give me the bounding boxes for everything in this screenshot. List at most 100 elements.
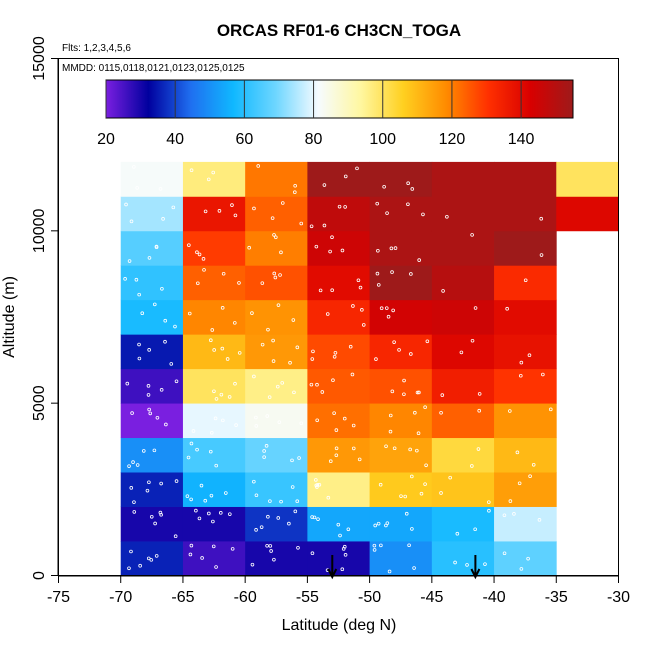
- heatmap-cell: [307, 437, 371, 473]
- sample-point: [473, 306, 478, 310]
- sample-point: [212, 348, 216, 352]
- sample-point: [275, 384, 280, 389]
- sample-point: [254, 493, 259, 498]
- sample-point: [131, 460, 135, 464]
- sample-point: [202, 268, 206, 272]
- sample-point: [425, 339, 430, 344]
- x-axis-title: Latitude (deg N): [282, 617, 397, 634]
- sample-point: [173, 324, 177, 329]
- sample-point: [378, 482, 383, 487]
- sample-point: [147, 256, 152, 260]
- heatmap-cell: [245, 196, 308, 232]
- sample-point: [292, 390, 296, 395]
- sample-point: [211, 170, 216, 175]
- sample-point: [270, 216, 275, 220]
- heatmap-cell: [120, 161, 184, 197]
- sample-point: [336, 522, 341, 527]
- sample-point: [214, 463, 219, 468]
- sample-point: [356, 278, 361, 283]
- sample-point: [147, 348, 151, 352]
- sample-point: [385, 521, 390, 525]
- sample-point: [473, 527, 477, 532]
- sample-point: [320, 390, 325, 394]
- heatmap-cell: [494, 196, 557, 232]
- sample-point: [502, 513, 507, 518]
- sample-point: [247, 245, 251, 250]
- sample-point: [470, 233, 474, 237]
- x-tick-label: -75: [47, 589, 70, 606]
- sample-point: [404, 511, 409, 516]
- sample-point: [325, 312, 330, 316]
- sample-point: [483, 562, 487, 566]
- sample-point: [140, 311, 145, 316]
- heatmap-cell: [369, 368, 433, 404]
- sample-point: [211, 544, 216, 549]
- sample-point: [517, 481, 522, 486]
- sample-point: [293, 509, 298, 514]
- colorbar-tick-label: 80: [305, 131, 323, 148]
- sample-point: [415, 390, 420, 395]
- sample-point: [445, 214, 449, 219]
- sample-point: [311, 349, 315, 354]
- heatmap-cell: [369, 265, 433, 301]
- sample-point: [407, 543, 411, 548]
- sample-point: [539, 253, 544, 257]
- sample-point: [332, 354, 337, 359]
- sample-point: [259, 525, 264, 529]
- sample-point: [314, 244, 319, 249]
- sample-point: [379, 543, 383, 548]
- sample-point: [440, 393, 445, 397]
- sample-point: [123, 277, 127, 281]
- heatmap-cell: [494, 541, 557, 576]
- sample-point: [160, 287, 164, 291]
- sample-point: [274, 235, 278, 240]
- sample-point: [228, 512, 232, 516]
- sample-point: [410, 474, 414, 479]
- sample-point: [293, 190, 297, 195]
- heatmap-cell: [369, 299, 433, 335]
- flight-arrow: [470, 555, 481, 580]
- heatmap-cell: [182, 299, 246, 335]
- sample-point: [230, 547, 235, 551]
- sample-point: [406, 181, 410, 186]
- sample-point: [408, 447, 412, 452]
- colorbar: 20 40 60 80 100 120 140: [97, 79, 574, 148]
- sample-point: [423, 405, 427, 410]
- sample-point: [424, 463, 428, 468]
- heatmap-cell: [245, 472, 308, 507]
- sample-point: [145, 488, 150, 493]
- sample-point: [129, 486, 134, 490]
- sample-point: [227, 395, 232, 399]
- sample-point: [448, 475, 452, 480]
- sample-point: [272, 271, 277, 276]
- sample-point: [221, 418, 225, 423]
- sample-point: [415, 448, 419, 453]
- sample-point: [390, 270, 394, 274]
- sample-point: [413, 410, 417, 415]
- sample-point: [141, 449, 146, 453]
- sample-point: [254, 528, 258, 532]
- sample-point: [209, 493, 214, 498]
- sample-point: [393, 246, 398, 250]
- sample-point: [194, 508, 198, 513]
- sample-point: [340, 248, 345, 253]
- sample-point: [322, 223, 327, 228]
- sample-point: [409, 352, 413, 356]
- heatmap-cell: [369, 541, 433, 576]
- sample-point: [399, 494, 403, 498]
- sample-point: [310, 551, 315, 556]
- sample-point: [315, 485, 319, 489]
- sample-point: [264, 444, 269, 448]
- heatmap-cell: [120, 230, 184, 266]
- heatmap-cell: [369, 196, 433, 232]
- heatmap-cell: [494, 368, 557, 404]
- sample-point: [225, 357, 230, 361]
- heatmap-cell: [431, 541, 495, 576]
- sample-point: [135, 463, 140, 467]
- sample-point: [295, 345, 300, 350]
- sample-point: [312, 515, 317, 520]
- sample-point: [203, 498, 208, 503]
- heatmap-cell: [307, 161, 371, 197]
- heatmap-cell: [431, 437, 495, 473]
- sample-point: [314, 478, 318, 482]
